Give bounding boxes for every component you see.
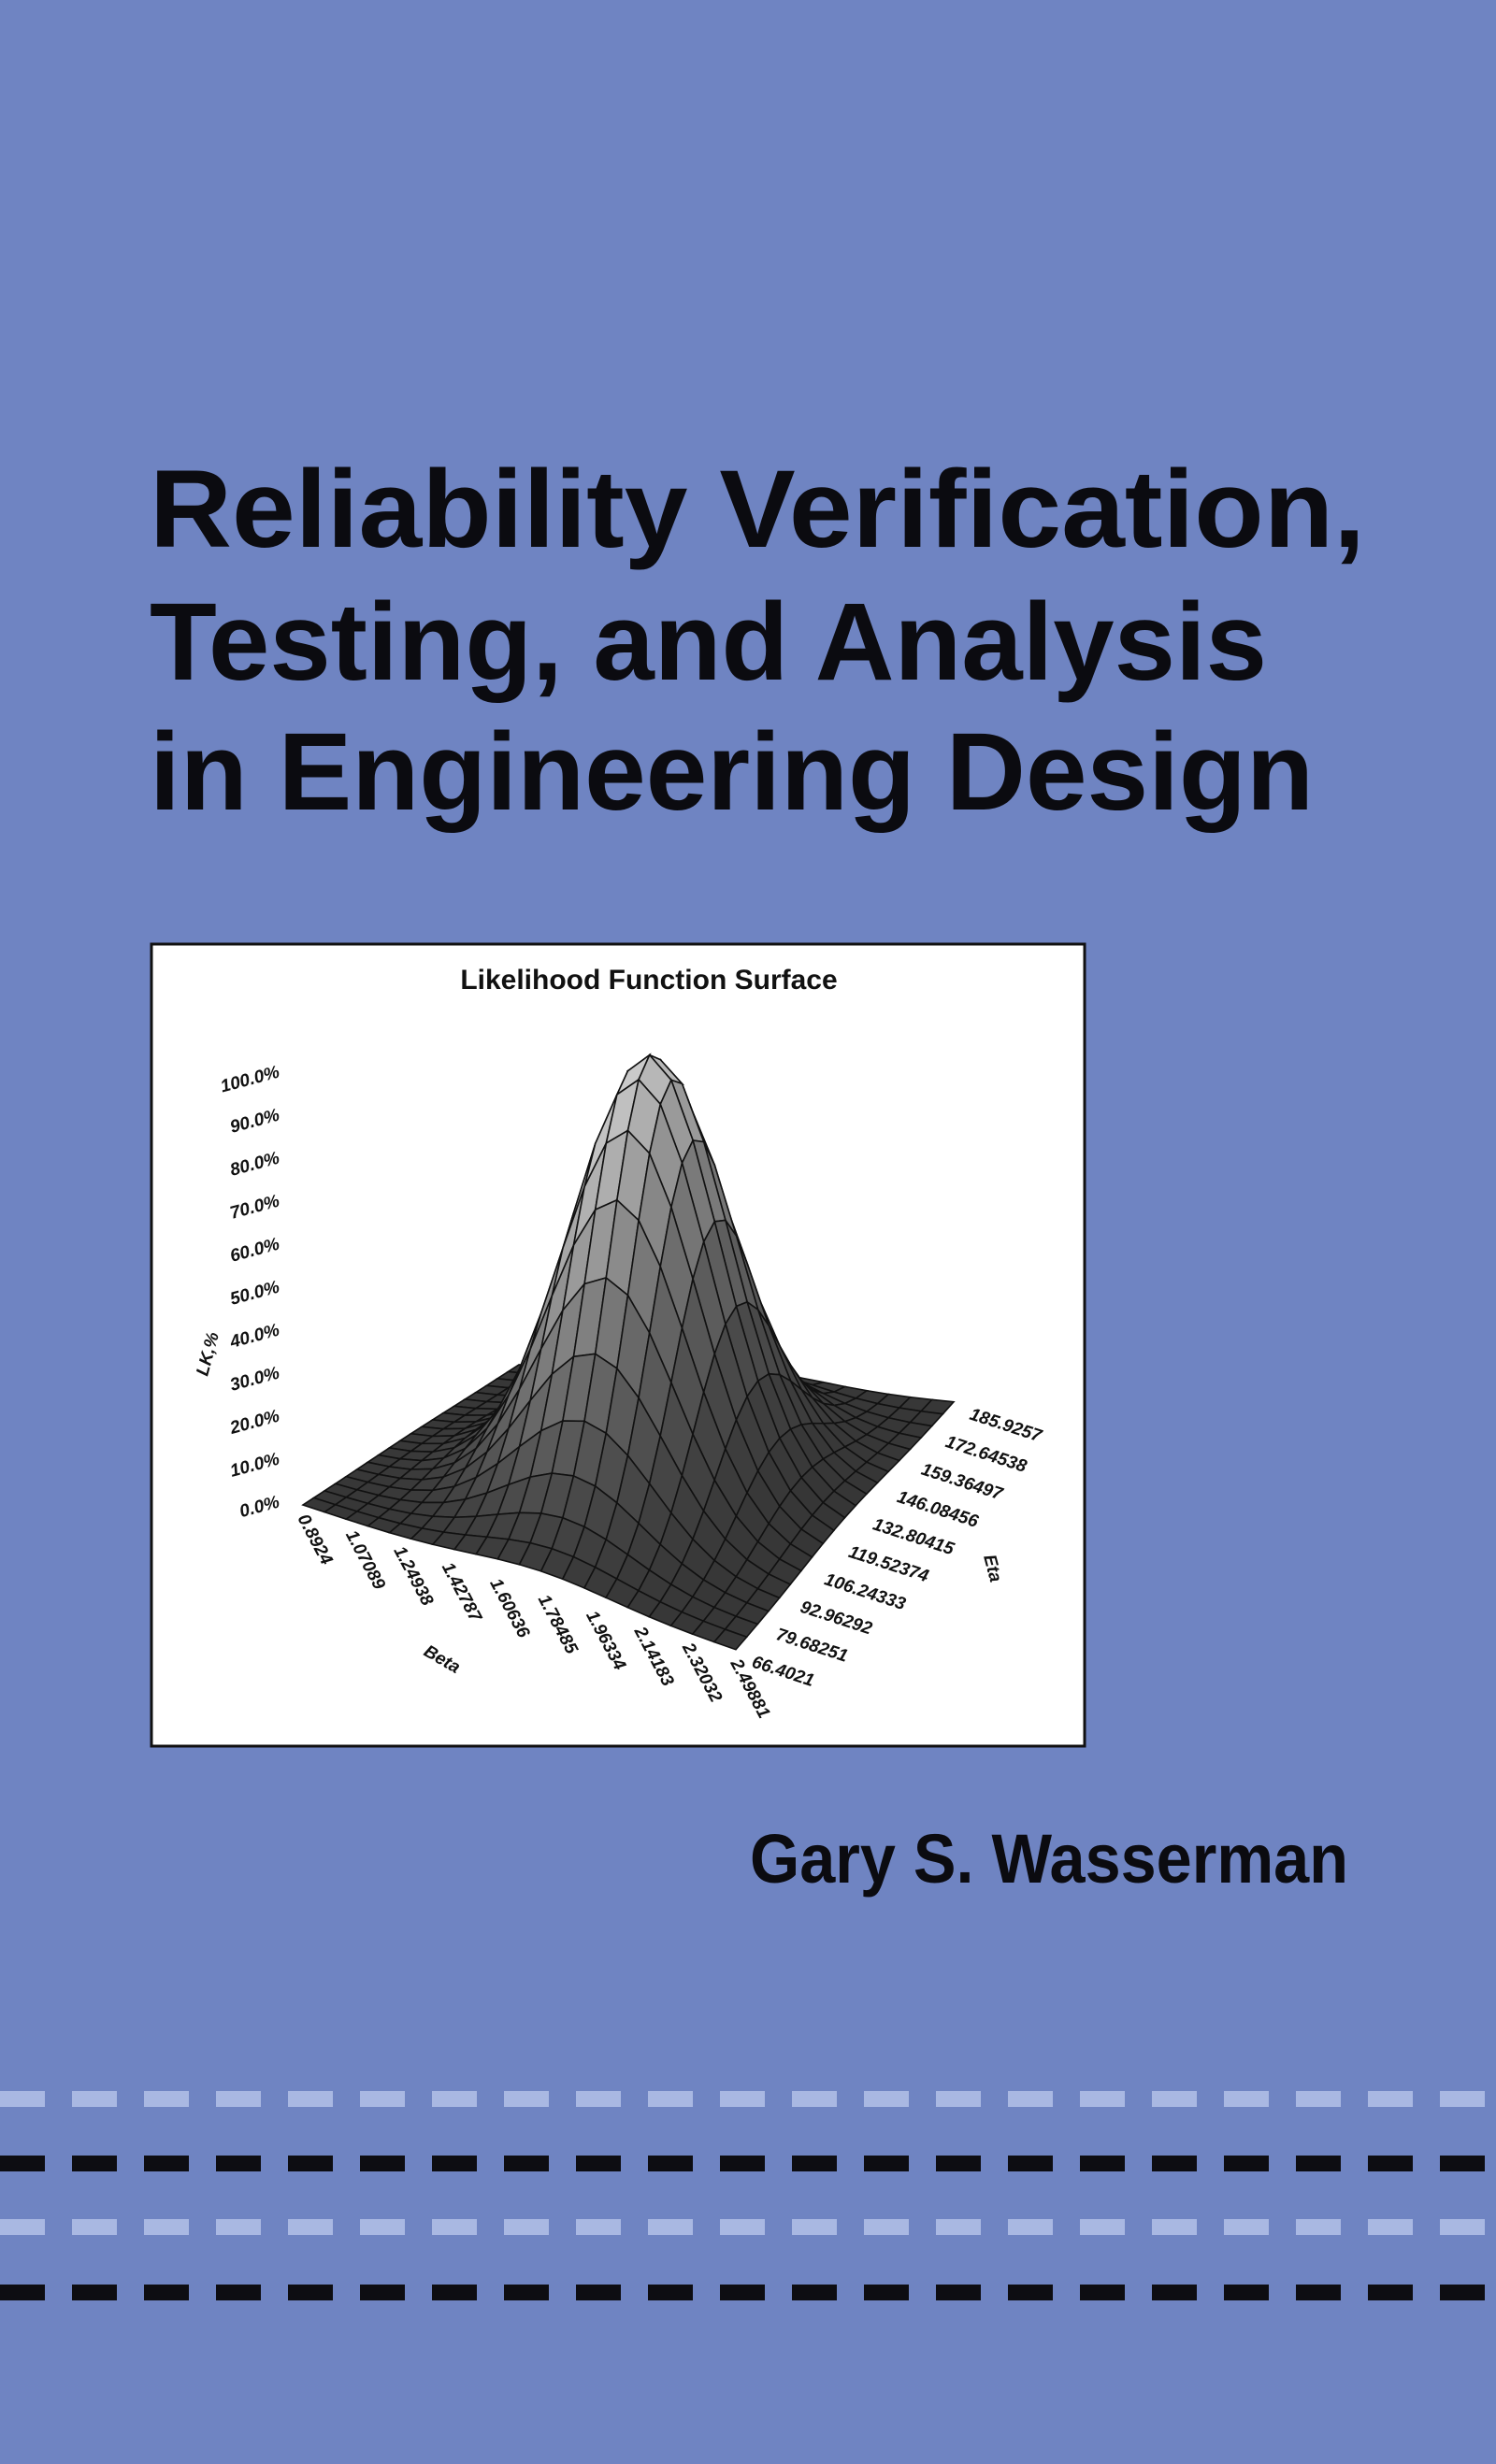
dash	[576, 2091, 621, 2107]
dash	[720, 2285, 765, 2300]
dash	[0, 2285, 45, 2300]
dash	[360, 2091, 405, 2107]
dash	[576, 2219, 621, 2235]
dash	[576, 2156, 621, 2171]
dash	[1224, 2285, 1269, 2300]
dash	[720, 2219, 765, 2235]
dash	[216, 2156, 261, 2171]
dash	[720, 2156, 765, 2171]
dash	[864, 2285, 909, 2300]
dash	[576, 2285, 621, 2300]
dash	[72, 2156, 117, 2171]
dash	[0, 2091, 45, 2107]
dash	[1224, 2091, 1269, 2107]
dash	[504, 2285, 549, 2300]
dash	[1440, 2156, 1485, 2171]
dash	[1440, 2091, 1485, 2107]
dash	[288, 2285, 333, 2300]
dash	[288, 2091, 333, 2107]
dash	[1296, 2091, 1341, 2107]
dash	[0, 2156, 45, 2171]
surface: 0.0%10.0%20.0%30.0%40.0%50.0%60.0%70.0%8…	[193, 1053, 1045, 1722]
dash	[936, 2285, 981, 2300]
dash	[1080, 2219, 1125, 2235]
dash	[288, 2156, 333, 2171]
dash	[504, 2091, 549, 2107]
dash	[1080, 2091, 1125, 2107]
dash	[792, 2091, 837, 2107]
dash	[216, 2285, 261, 2300]
dash	[1152, 2091, 1197, 2107]
dash	[792, 2285, 837, 2300]
dash	[1296, 2285, 1341, 2300]
figure-title: Likelihood Function Surface	[460, 965, 837, 996]
dash	[792, 2156, 837, 2171]
dash	[72, 2091, 117, 2107]
dash	[936, 2156, 981, 2171]
dash	[1224, 2219, 1269, 2235]
title-line: Testing, and Analysis	[150, 580, 1267, 704]
dash	[648, 2285, 693, 2300]
dash	[864, 2091, 909, 2107]
title-line: in Engineering Design	[150, 710, 1314, 834]
dash	[648, 2091, 693, 2107]
dash	[1224, 2156, 1269, 2171]
dash	[360, 2285, 405, 2300]
dash	[360, 2156, 405, 2171]
dash	[1152, 2285, 1197, 2300]
dash	[1008, 2156, 1053, 2171]
dash	[1152, 2219, 1197, 2235]
dash	[144, 2156, 189, 2171]
dash	[1440, 2219, 1485, 2235]
dash	[1152, 2156, 1197, 2171]
dash	[864, 2219, 909, 2235]
dash	[504, 2219, 549, 2235]
dash	[216, 2091, 261, 2107]
dash	[792, 2219, 837, 2235]
dash	[1440, 2285, 1485, 2300]
dash	[144, 2091, 189, 2107]
dash	[936, 2219, 981, 2235]
dash	[144, 2219, 189, 2235]
dash	[432, 2091, 477, 2107]
dash	[1296, 2219, 1341, 2235]
dash	[504, 2156, 549, 2171]
dash	[1296, 2156, 1341, 2171]
dash	[72, 2219, 117, 2235]
dash	[432, 2219, 477, 2235]
dash	[1368, 2285, 1413, 2300]
dash	[1368, 2219, 1413, 2235]
dash	[1080, 2285, 1125, 2300]
surface-patch	[712, 1628, 749, 1651]
dash	[432, 2285, 477, 2300]
title-line: Reliability Verification,	[150, 448, 1365, 571]
dash	[1008, 2285, 1053, 2300]
dash	[216, 2219, 261, 2235]
dash	[432, 2156, 477, 2171]
dash-decoration	[0, 2091, 1485, 2300]
dash	[0, 2219, 45, 2235]
dash	[288, 2219, 333, 2235]
dash	[720, 2091, 765, 2107]
dash	[72, 2285, 117, 2300]
dash	[144, 2285, 189, 2300]
author: Gary S. Wasserman	[750, 1820, 1348, 1898]
dash	[360, 2219, 405, 2235]
dash	[1368, 2156, 1413, 2171]
dash	[648, 2219, 693, 2235]
dash	[1008, 2219, 1053, 2235]
dash	[1080, 2156, 1125, 2171]
dash	[864, 2156, 909, 2171]
dash	[936, 2091, 981, 2107]
dash	[648, 2156, 693, 2171]
dash	[1008, 2091, 1053, 2107]
dash	[1368, 2091, 1413, 2107]
